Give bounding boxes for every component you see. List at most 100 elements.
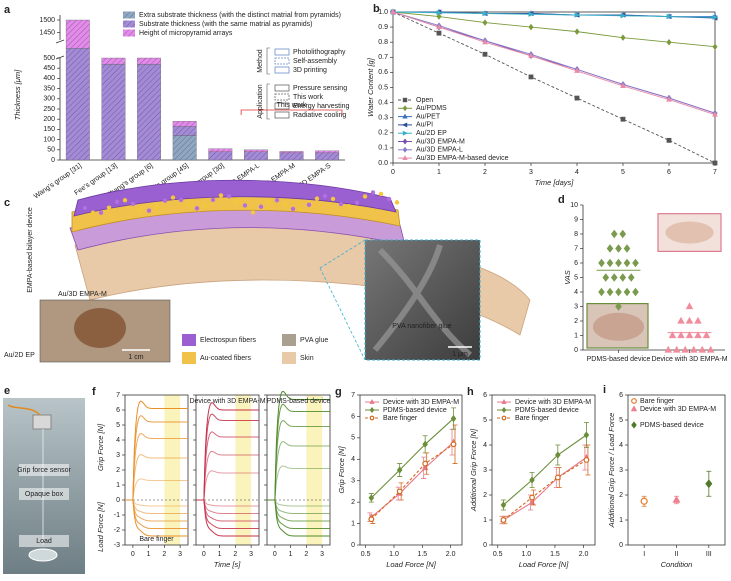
marker [583,457,590,463]
y-tick-label: 0.0 [378,160,388,167]
x-tick-label: PDMS-based device [587,356,651,363]
load-trace [125,499,188,522]
x-tick-label: 0 [391,169,395,176]
fiber-dot [274,197,280,203]
fiber-dot [370,190,376,195]
y-tick-label: 5 [619,417,623,424]
fiber-dot [234,199,240,204]
legend-swatch [123,20,135,28]
legend-marker [501,415,507,421]
fiber-dot [170,195,176,200]
fiber-dot [306,202,312,208]
legend-marker [369,415,375,421]
legend-text: Pressure sensing [293,85,347,92]
fiber-dot [394,200,400,205]
x-tick-label: 7 [713,169,717,176]
fiber-dot [138,206,144,212]
x-tick-label: 0 [202,551,206,558]
load-trace [125,499,188,514]
marker [610,229,618,239]
load-trace [267,499,330,537]
fiber-dot [362,194,368,199]
fiber-dot [146,208,152,213]
x-axis-label: Time [days] [535,178,575,187]
legend-title: Application [257,84,264,118]
marker [620,34,626,41]
load-trace [267,499,330,514]
y-tick-label: 50 [47,147,55,154]
legend-swatch [182,352,196,364]
marker [623,258,631,268]
fiber [372,244,472,358]
y-tick-label: 0.5 [378,84,388,91]
y-tick-label: 1 [351,520,355,527]
marker [368,516,375,523]
y-tick-label: 4 [116,437,120,444]
legend-text: Height of micropyramid arrays [139,30,233,37]
y-tick-label: 250 [43,106,55,113]
x-tick-label: 1.0 [389,551,399,558]
x-tick-label: 3 [529,169,533,176]
photo-label: Load [36,538,52,545]
x-tick-label: 2.0 [579,551,589,558]
label-bg [19,464,69,476]
grip-trace [196,413,259,501]
y-tick-label: 0 [116,497,120,504]
grip-trace [267,390,330,501]
fiber-dot [194,206,200,211]
fiber-dot [114,199,120,205]
x-tick-label: 2 [483,169,487,176]
fiber-dot [98,210,104,215]
scale-bar-label: 1 μm [452,351,468,358]
bar-segment [315,152,340,161]
load-trace [125,499,188,537]
marker [640,497,648,505]
bar-segment [65,19,90,49]
grip-trace [267,465,330,501]
legend-text: PDMS-based device [515,407,579,414]
series-line [503,459,587,521]
y-tick-label: 3 [574,303,578,310]
inset-label: Au/2D EP [4,352,35,359]
marker [396,488,403,495]
legend-text: Au/PDMS [416,105,447,112]
fiber-dot [226,194,232,199]
legend-swatch [274,111,290,119]
y-tick-label: 3 [619,467,623,474]
legend-text: Bare finger [383,415,418,422]
marker [620,13,627,19]
marker [606,244,614,253]
x-tick-label: 3 [249,551,253,558]
x-tick-label: 3 [320,551,324,558]
legend-swatch [182,334,196,346]
y-tick-label: 450 [43,65,55,72]
label-bg [19,488,69,500]
load-trace [125,499,188,529]
marker [436,23,442,30]
fiber-dot [90,210,96,215]
marker [672,495,681,503]
y-axis-label: Additional Grip Force / Load Force [607,413,616,529]
legend-marker [402,97,408,103]
fiber-dot [202,203,208,209]
legend-text: Energy harvesting [293,103,350,110]
y-tick-label: 150 [43,126,55,133]
y-tick-label: 0 [619,542,623,549]
y-tick-label: 1.0 [378,9,388,16]
legend-text: Au/3D EMPA-L [416,147,463,154]
load-trace [196,499,259,537]
legend-text: Self-assembly [293,58,337,65]
marker [685,302,694,310]
y-axis-label: Additional Grip Force [N] [469,428,478,512]
fiber-dot [338,201,344,207]
marker [712,14,719,20]
highlight [306,395,323,545]
marker [666,13,673,20]
marker [615,302,622,311]
legend-marker [402,113,408,119]
y-tick-label: 2 [351,499,355,506]
bar-segment [172,121,197,127]
legend-text: PDMS-based device [640,422,704,429]
finger [592,312,645,341]
marker [620,116,626,122]
